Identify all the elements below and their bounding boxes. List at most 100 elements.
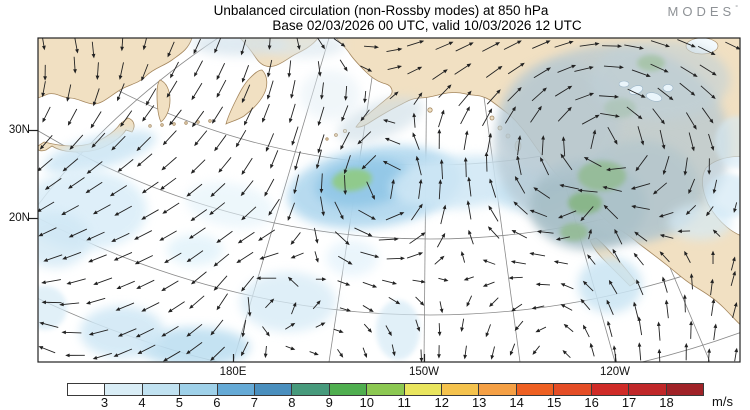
wind-arrow-head [264, 354, 268, 359]
wind-arrow-shaft [243, 65, 249, 81]
wind-arrow-shaft [136, 231, 152, 239]
wind-arrow-shaft [143, 105, 154, 120]
wind-arrow-head [291, 347, 296, 351]
wind-arrow-head [511, 260, 516, 264]
wind-arrow-head [607, 321, 611, 326]
wind-speed-blob [704, 174, 750, 218]
wind-arrow-head [315, 258, 319, 263]
wind-arrow-head [66, 281, 71, 285]
wind-arrow-head [315, 239, 319, 244]
wind-arrow-head [394, 237, 399, 241]
wind-arrow-shaft [486, 154, 487, 172]
aleutian-island [326, 138, 328, 140]
colorbar-cell [629, 384, 666, 395]
wind-arrow-head [266, 147, 270, 152]
wind-arrow-head [238, 239, 243, 243]
wind-arrow-shaft [263, 104, 269, 121]
wind-arrow-shaft [379, 239, 397, 240]
wind-arrow-head [41, 280, 46, 284]
wind-arrow-shaft [634, 304, 638, 320]
wind-arrow-head [318, 121, 322, 126]
wind-arrow-head [242, 170, 246, 175]
wind-arrow-shaft [88, 298, 105, 303]
wind-arrow-head [346, 282, 351, 286]
wind-arrow-shaft [118, 281, 135, 288]
wind-arrow-head [683, 294, 687, 299]
wind-arrow-head [61, 331, 66, 335]
wind-arrow-shaft [464, 132, 467, 150]
wind-arrow-head [468, 230, 472, 235]
wind-arrow-shaft [95, 278, 112, 284]
wind-arrow-head [638, 342, 642, 347]
wind-arrow-head [483, 283, 488, 287]
wind-arrow-shaft [168, 81, 177, 96]
wind-arrow-shaft [147, 88, 156, 103]
wind-arrow-shaft [461, 108, 469, 124]
wind-arrow-shaft [193, 272, 207, 283]
wind-arrow-head [486, 333, 490, 338]
wind-arrow-head [385, 138, 390, 142]
wind-arrow-head [266, 332, 270, 337]
kuril-island [185, 122, 188, 125]
wind-arrow-head [88, 259, 93, 263]
wind-arrow-head [116, 286, 121, 290]
wind-arrow-shaft [243, 158, 253, 173]
wind-speed-blob [578, 161, 626, 191]
wind-speed-blob [300, 70, 360, 120]
wind-arrow-head [217, 306, 221, 311]
wind-arrow-shaft [218, 294, 228, 309]
wind-speed-blob [167, 234, 223, 266]
wind-arrow-shaft [163, 157, 177, 169]
wind-arrow-shaft [171, 62, 179, 77]
wind-arrow-head [464, 277, 469, 281]
wind-arrow-head [93, 356, 98, 360]
wind-arrow-shaft [164, 131, 176, 144]
wind-speed-blob [568, 192, 602, 214]
wind-arrow-head [590, 343, 594, 348]
wind-speed-blob [182, 176, 278, 235]
wind-arrow-head [322, 277, 326, 281]
wind-arrow-head [441, 110, 445, 115]
wind-arrow-shaft [218, 80, 226, 96]
wind-arrow-head [372, 284, 377, 288]
wind-arrow-head [438, 332, 442, 337]
wind-arrow-shaft [195, 61, 203, 76]
wind-arrow-head [510, 351, 514, 356]
colorbar-cell [180, 384, 217, 395]
wind-arrow-head [437, 354, 441, 358]
wind-arrow-head [192, 95, 196, 100]
wind-arrow-head [258, 237, 263, 241]
wind-arrow-shaft [115, 252, 131, 259]
wind-arrow-shaft [164, 203, 179, 213]
colorbar-cell [218, 384, 255, 395]
wind-arrow-shaft [659, 351, 660, 367]
wind-arrow-head [437, 129, 441, 133]
wind-arrow-shaft [220, 157, 231, 171]
wind-arrow-head [339, 353, 343, 358]
wind-arrow-shaft [639, 344, 640, 360]
wind-arrow-shaft [215, 276, 227, 289]
wind-arrow-shaft [138, 154, 152, 166]
lon-tick-label: 150W [409, 366, 439, 378]
wind-arrow-head [288, 216, 292, 221]
wind-arrow-shaft [238, 252, 253, 262]
wind-arrow-head [292, 141, 296, 146]
wind-arrow-shaft [438, 112, 443, 128]
wind-arrow-head [242, 78, 246, 83]
wind-arrow-head [460, 327, 464, 332]
wind-arrow-shaft [639, 318, 642, 335]
wind-speed-blob [376, 300, 420, 360]
wind-arrow-head [662, 277, 666, 282]
wind-arrow-head [39, 346, 44, 350]
colorbar-cell [405, 384, 442, 395]
wind-arrow-head [339, 329, 344, 333]
colorbar-cell [592, 384, 629, 395]
landmass-sakhalin [157, 80, 170, 122]
colorbar-cell [105, 384, 142, 395]
wind-arrow-head [401, 257, 405, 261]
map-canvas [0, 0, 750, 378]
wind-arrow-head [214, 147, 218, 152]
colorbar-cell [517, 384, 554, 395]
wind-arrow-shaft [292, 80, 295, 97]
